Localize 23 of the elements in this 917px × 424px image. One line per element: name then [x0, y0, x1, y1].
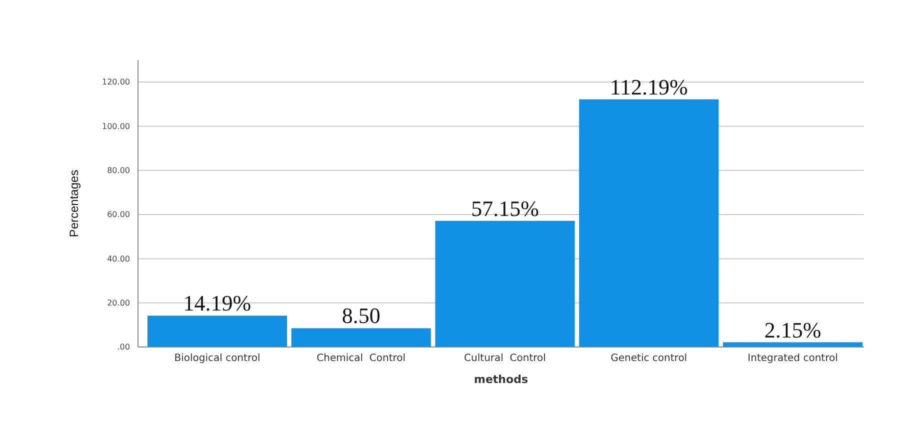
x-tick-label: Cultural Control — [464, 353, 546, 364]
bar — [435, 220, 575, 347]
data-label: 2.15% — [764, 317, 822, 342]
x-axis-title: methods — [474, 373, 528, 386]
y-tick-label: 120.00 — [102, 78, 130, 87]
y-tick-label: 20.00 — [107, 298, 130, 308]
x-tick-label: Genetic control — [610, 353, 688, 364]
x-tick-label: Chemical Control — [316, 353, 406, 364]
y-axis-title: Percentages — [67, 170, 81, 238]
bar — [291, 328, 431, 347]
bar — [579, 99, 719, 347]
y-tick-label: .00 — [117, 342, 130, 352]
x-tick-label: Integrated control — [748, 353, 838, 364]
x-tick-label: Biological control — [174, 353, 260, 364]
y-tick-label: 100.00 — [102, 122, 130, 131]
bar — [147, 316, 288, 347]
y-tick-label: 80.00 — [107, 166, 130, 175]
data-label: 8.50 — [342, 303, 380, 328]
y-tick-label: 40.00 — [107, 254, 130, 264]
data-label: 112.19% — [610, 74, 688, 100]
data-label: 14.19% — [183, 290, 252, 316]
y-tick-label: 60.00 — [107, 210, 130, 220]
data-label: 57.15% — [471, 196, 539, 221]
